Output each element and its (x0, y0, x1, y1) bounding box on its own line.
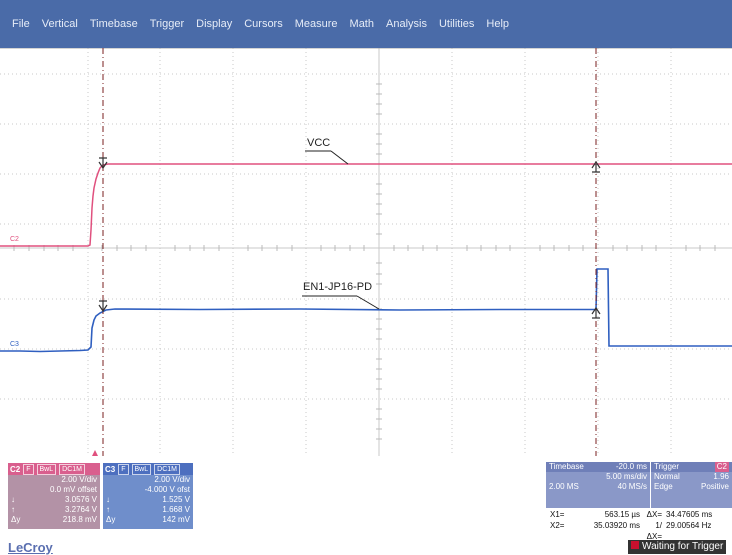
trigger-panel[interactable]: Trigger C2 Normal 1.96 Edge Positive (651, 462, 732, 508)
menu-utilities[interactable]: Utilities (438, 18, 475, 30)
grid-lines (0, 48, 732, 456)
status-area: C2 F BwL DC1M 2.00 V/div 0.0 mV offset ↓… (0, 456, 732, 555)
c2-up-value: 3.2764 V (64, 505, 97, 514)
c3-panel-header: C3 F BwL DC1M (103, 463, 193, 475)
trigger-slope: Positive (700, 482, 729, 491)
status-text: Waiting for Trigger (642, 541, 724, 552)
menu-cursors[interactable]: Cursors (244, 18, 283, 30)
waveform-display[interactable]: VCC EN1-JP16-PD C2 C3 (0, 48, 732, 456)
c3-tag-coupling: DC1M (154, 463, 180, 475)
en-label-leader (356, 295, 380, 310)
menu-measure[interactable]: Measure (294, 18, 338, 30)
menu-help[interactable]: Help (486, 18, 510, 30)
c2-tag-coupling: DC1M (59, 463, 85, 475)
c3-vdiv: 2.00 V/div (154, 475, 190, 484)
trigger-title: Trigger (654, 462, 680, 471)
menu-file[interactable]: File (12, 18, 30, 30)
c2-panel-name: C2 (10, 464, 21, 474)
timebase-rate: 40 MS/s (617, 482, 647, 491)
c2-offset: 0.0 mV offset (50, 485, 97, 494)
c3-tag-bwl: BwL (131, 463, 152, 475)
c2-up-symbol: ↑ (11, 505, 15, 514)
trigger-type: Edge (654, 482, 673, 491)
cursor-dx-label: ΔX= (646, 510, 662, 519)
c3-dy-value: 142 mV (162, 515, 190, 524)
cursor-x2-value: 35.03920 ms (593, 521, 640, 530)
menu-vertical[interactable]: Vertical (41, 18, 78, 30)
c2-down-symbol: ↓ (11, 495, 15, 504)
c2-vdiv: 2.00 V/div (61, 475, 97, 484)
vcc-label: VCC (307, 137, 331, 149)
timebase-delay: -20.0 ms (615, 462, 647, 471)
menu-timebase[interactable]: Timebase (89, 18, 138, 30)
waveform-grid (0, 48, 732, 456)
cursor-down-arrow-icon (98, 157, 108, 170)
c2-down-value: 3.0576 V (64, 495, 97, 504)
c3-up-symbol: ↑ (106, 505, 110, 514)
menu-math[interactable]: Math (349, 18, 374, 30)
c3-panel-name: C3 (105, 464, 116, 474)
cursor-x2-label: X2= (550, 521, 565, 530)
cursor-inv-value: 29.00564 Hz (666, 521, 712, 530)
c2-panel-header: C2 F BwL DC1M (8, 463, 100, 475)
c3-offset: -4.000 V ofst (144, 485, 190, 494)
menu-display[interactable]: Display (196, 18, 233, 30)
timebase-tdiv: 5.00 ms/div (606, 472, 647, 481)
axis-ticks (13, 83, 716, 440)
acquisition-status: Waiting for Trigger (628, 540, 727, 554)
trigger-position-marker-icon (92, 450, 98, 456)
cursor-readout: X1= 563.15 µs ΔX= 34.47605 ms X2= 35.039… (546, 509, 732, 542)
c2-dy-symbol: Δy (11, 515, 21, 524)
c2-channel-panel[interactable]: C2 F BwL DC1M 2.00 V/div 0.0 mV offset ↓… (8, 463, 100, 529)
menu-analysis[interactable]: Analysis (386, 18, 427, 30)
c3-dy-symbol: Δy (106, 515, 116, 524)
menu-trigger[interactable]: Trigger (149, 18, 185, 30)
c3-down-value: 1.525 V (162, 495, 190, 504)
cursor-x1-label: X1= (550, 510, 565, 519)
brand-logo: LeCroy (8, 540, 53, 555)
cursor-inv-label: 1/ΔX= (646, 521, 662, 541)
cursor-x1-value: 563.15 µs (604, 510, 640, 519)
c3-channel-panel[interactable]: C3 F BwL DC1M 2.00 V/div -4.000 V ofst ↓… (103, 463, 193, 529)
c3-tag-filter: F (118, 463, 129, 475)
cursor-up-arrow-icon (591, 160, 601, 173)
cursor-down-arrow-icon (98, 300, 108, 313)
trigger-channel: C2 (714, 462, 729, 472)
cursor-dx-value: 34.47605 ms (666, 510, 713, 519)
en-label: EN1-JP16-PD (303, 281, 373, 293)
trigger-level: 1.96 (713, 472, 729, 481)
timebase-title: Timebase (549, 462, 584, 471)
c3-down-symbol: ↓ (106, 495, 110, 504)
c2-tag-filter: F (23, 463, 34, 475)
c2-tag-bwl: BwL (36, 463, 57, 475)
vcc-label-leader (330, 150, 349, 165)
c3-channel-marker: C3 (10, 341, 19, 348)
status-indicator-icon (631, 541, 639, 549)
timebase-panel[interactable]: Timebase -20.0 ms 5.00 ms/div 2.00 MS 40 M… (546, 462, 650, 508)
menu-bar: File Vertical Timebase Trigger Display C… (0, 0, 732, 48)
vcc-trace (0, 163, 732, 247)
timebase-points: 2.00 MS (549, 482, 579, 491)
c2-dy-value: 218.8 mV (62, 515, 97, 524)
c2-channel-marker: C2 (10, 236, 19, 243)
c3-up-value: 1.668 V (162, 505, 190, 514)
cursor-up-arrow-icon (591, 306, 601, 319)
trigger-mode: Normal (654, 472, 680, 481)
